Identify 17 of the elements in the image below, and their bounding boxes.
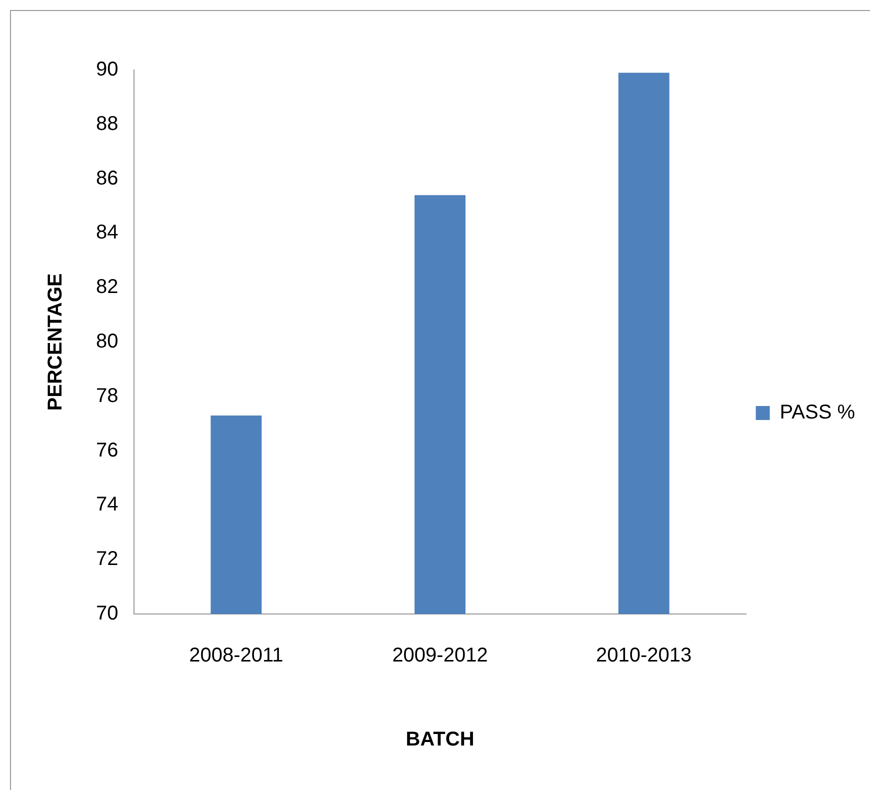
x-axis-title: BATCH	[406, 728, 474, 751]
x-tick-label: 2009-2012	[392, 644, 488, 667]
y-tick-label: 72	[96, 548, 118, 570]
y-axis-title: PERCENTAGE	[44, 273, 67, 411]
y-tick-label: 70	[96, 602, 118, 625]
x-tick-label: 2010-2013	[596, 644, 692, 667]
y-tick-label: 84	[96, 222, 118, 244]
legend-label: PASS %	[780, 402, 856, 424]
y-tick-label: 82	[96, 276, 118, 298]
y-tick-label: 88	[96, 112, 118, 135]
y-tick-label: 90	[96, 58, 118, 81]
y-tick-label: 80	[96, 330, 118, 353]
x-tick-label: 2008-2011	[189, 644, 284, 667]
y-tick-label: 86	[96, 167, 118, 190]
y-tick-label: 78	[96, 384, 118, 407]
y-tick-label: 76	[96, 439, 118, 462]
y-tick-label: 74	[96, 494, 118, 516]
